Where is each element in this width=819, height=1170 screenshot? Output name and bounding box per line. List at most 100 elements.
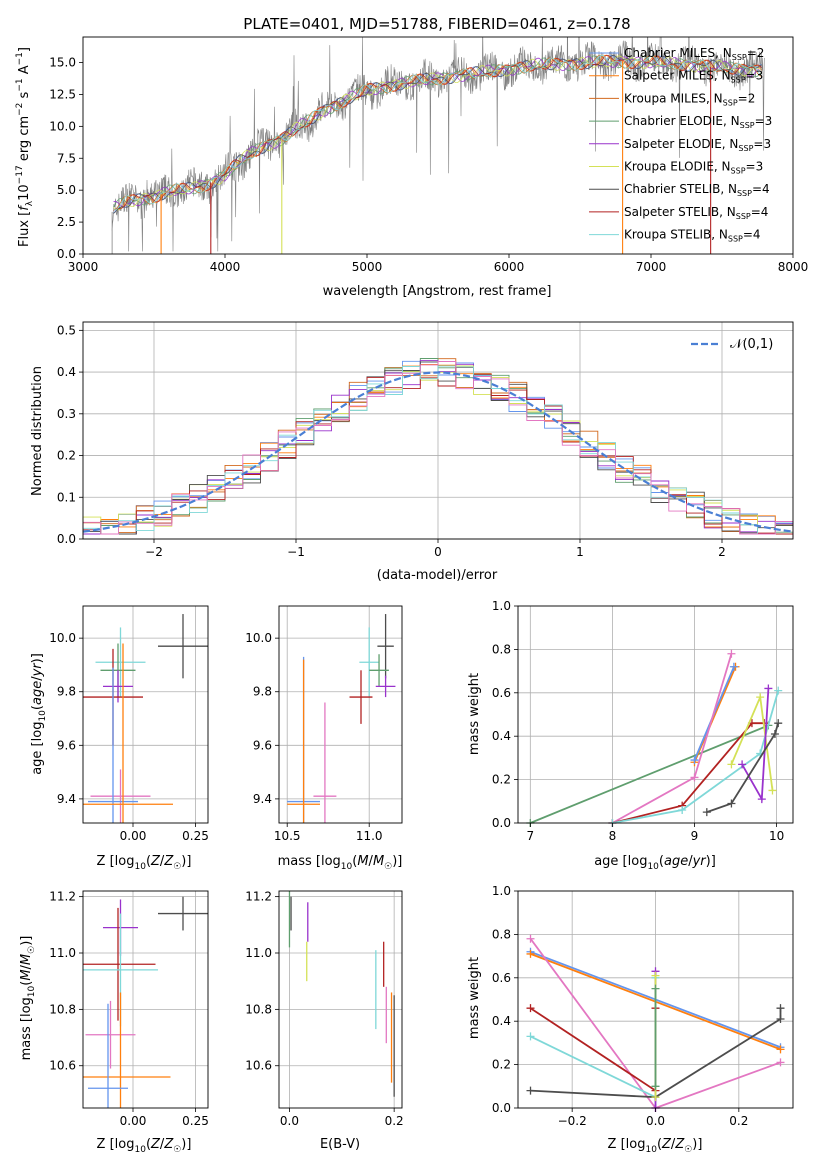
y-tick-label: 7.5: [57, 151, 76, 165]
weight-marker-ke: [727, 760, 736, 769]
age-vs-metallicity-plot: 0.00 0.25 9.4 9.6 9.8 10.0: [49, 605, 209, 843]
histogram-se: [82, 360, 794, 539]
weight-marker-ke: [651, 971, 660, 980]
mE-xlabel: E(B-V): [320, 1137, 360, 1152]
x-tick-label: −0.2: [558, 1114, 587, 1128]
weight-vs-metallicity-plot: −0.2 0.0 0.2 0.0 0.2 0.4 0.6 0.8 1.0: [492, 884, 794, 1128]
weight-vs-age-plot: 7 8 9 10 0.0 0.2 0.4 0.6 0.8 1.0: [492, 599, 794, 843]
weight-marker-ks: [774, 686, 783, 695]
plot-area: [83, 614, 208, 823]
legend-normal-label: 𝒩(0,1): [730, 337, 773, 352]
y-tick-label: 1.0: [492, 884, 511, 898]
x-tick-label: 8000: [778, 260, 809, 274]
legend-entry: Salpeter STELIB, NSSP=4: [624, 205, 768, 221]
model-spectrum-ss: [113, 54, 762, 212]
y-tick-label: 0.2: [57, 449, 76, 463]
age-vs-mass-plot: 10.5 11.0 9.4 9.6 9.8 10.0: [245, 605, 403, 843]
axes-frame: [517, 890, 794, 1109]
ageM-xlabel: mass [log10(M/M☉)]: [278, 854, 403, 872]
weight-marker-cs: [702, 808, 711, 817]
weight-marker-pink: [690, 773, 699, 782]
spectrum-xlabel: wavelength [Angstrom, rest frame]: [323, 284, 552, 299]
weight-marker-pink: [776, 1058, 785, 1067]
y-tick-label: 9.6: [253, 738, 272, 752]
y-tick-label: 1.0: [492, 599, 511, 613]
mZ-xlabel: Z [log10(Z/Z☉)]: [97, 1137, 192, 1155]
weight-marker-sm: [526, 949, 535, 958]
weight-marker-ke: [768, 786, 777, 795]
x-tick-label: −2: [145, 545, 163, 559]
weight-marker-cm: [690, 756, 699, 765]
y-tick-label: 10.6: [49, 1059, 76, 1073]
axes-frame: [517, 605, 794, 824]
plot-area: [526, 934, 785, 1112]
weight-line-ss: [612, 722, 765, 824]
y-tick-label: 0.0: [57, 247, 76, 261]
y-tick-label: 10.0: [49, 119, 76, 133]
weight-marker-pink: [526, 934, 535, 943]
y-tick-label: 10.0: [245, 631, 272, 645]
mass-vs-reddening-plot: 0.0 0.2 10.6 10.8 11.0 11.2: [245, 890, 403, 1128]
weight-marker-cm: [729, 662, 738, 671]
x-tick-label: 10: [769, 829, 784, 843]
ageZ-ylabel: age [log10(age/yr)]: [30, 653, 48, 775]
wZ-xlabel: Z [log10(Z/Z☉)]: [608, 1137, 703, 1155]
x-tick-label: 0: [434, 545, 442, 559]
residuals-xlabel: (data-model)/error: [377, 568, 498, 583]
spectrum-title: PLATE=0401, MJD=51788, FIBERID=0461, z=0…: [243, 15, 630, 33]
weight-line-ce: [529, 724, 769, 824]
y-tick-label: 0.0: [492, 1101, 511, 1115]
x-tick-label: 4000: [210, 260, 241, 274]
y-tick-label: 0.0: [492, 816, 511, 830]
weight-marker-cs: [526, 1086, 535, 1095]
x-tick-label: 10.5: [274, 829, 301, 843]
axes-frame: [82, 605, 209, 824]
legend-entry: Kroupa MILES, NSSP=2: [624, 91, 755, 107]
plot-area: [82, 358, 794, 539]
y-tick-label: 0.6: [492, 971, 511, 985]
x-tick-label: 11.0: [356, 829, 383, 843]
plot-area: [111, 37, 765, 254]
weight-line-ks: [612, 690, 780, 824]
weight-marker-cs: [776, 1004, 785, 1013]
y-tick-label: 9.8: [57, 685, 76, 699]
x-tick-label: 0.00: [120, 1114, 147, 1128]
mass-vs-metallicity-plot: 0.00 0.25 10.6 10.8 11.0 11.2: [49, 890, 209, 1128]
weight-line-cs: [706, 722, 780, 813]
histogram-ss: [82, 366, 794, 539]
model-spectrum-cs: [113, 54, 762, 214]
y-tick-label: 5.0: [57, 183, 76, 197]
weight-marker-cs: [774, 719, 783, 728]
spectrum-ylabel: Flux [fλ10−17 erg cm−2 s−1 A−1]: [15, 47, 35, 247]
y-tick-label: 0.8: [492, 927, 511, 941]
mZ-ylabel: mass [log10(M/M☉)]: [19, 936, 37, 1061]
y-tick-label: 0.2: [492, 773, 511, 787]
y-tick-label: 0.0: [57, 532, 76, 546]
normal-curve: [82, 371, 794, 533]
axes-frame: [278, 890, 403, 1109]
x-tick-label: 9: [691, 829, 699, 843]
y-tick-label: 0.3: [57, 407, 76, 421]
wZ-ylabel: mass weight: [467, 957, 482, 1039]
legend-entry: Kroupa STELIB, NSSP=4: [624, 228, 761, 244]
y-tick-label: 11.2: [49, 890, 76, 904]
plot-area: [526, 649, 783, 827]
weight-marker-se: [738, 760, 747, 769]
x-tick-label: 8: [609, 829, 617, 843]
y-tick-label: 11.0: [49, 946, 76, 960]
spectrum-legend: Chabrier MILES, NSSP=2 Salpeter MILES, NS…: [589, 46, 772, 244]
axes-frame: [82, 36, 794, 255]
weight-marker-ss: [526, 1004, 535, 1013]
y-tick-label: 12.5: [49, 87, 76, 101]
y-tick-label: 0.6: [492, 686, 511, 700]
axes-frame: [82, 890, 209, 1109]
x-tick-label: 0.25: [182, 829, 209, 843]
x-tick-label: 0.25: [182, 1114, 209, 1128]
plot-area: [288, 891, 395, 1097]
weight-marker-pink: [727, 649, 736, 658]
model-spectrum-ks: [113, 54, 762, 211]
x-tick-label: 5000: [352, 260, 383, 274]
weight-marker-ke: [756, 693, 765, 702]
weight-marker-cs: [776, 1015, 785, 1024]
weight-marker-ks: [526, 1032, 535, 1041]
